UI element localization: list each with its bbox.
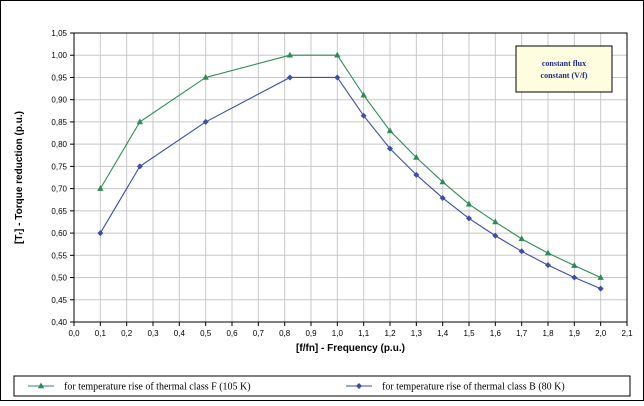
x-tick-label: 0,9 [305,329,317,338]
legend-label: for temperature rise of thermal class F … [64,382,251,393]
x-tick-label: 1,1 [358,329,370,338]
y-tick-label: 0,65 [51,207,67,216]
data-point [571,262,578,268]
x-axis-title: [f/fn] - Frequency (p.u.) [296,343,405,354]
data-point [413,153,420,160]
data-point [492,218,499,225]
data-point [97,185,104,191]
series-layer [97,51,604,292]
data-point [202,73,209,80]
x-tick-label: 1,4 [437,329,449,338]
data-point [202,118,209,125]
x-tick-label: 0,4 [174,329,186,338]
y-tick-label: 0,90 [51,96,67,105]
series-1 [97,51,604,280]
legend-frame [13,375,631,397]
data-point [360,91,367,98]
data-point [387,145,393,152]
x-tick-label: 1,7 [516,329,528,338]
data-point [518,248,525,255]
x-tick-label: 1,2 [384,329,396,338]
y-axis: 0,40 0,45 0,50 0,55 0,60 0,65 0,70 0,75 0,80 0,85… [51,29,74,327]
x-tick-label: 1,6 [490,329,502,338]
data-point [439,194,446,201]
data-point [286,74,293,81]
y-tick-label: 1,00 [51,51,67,60]
data-point [413,171,420,178]
x-tick-label: 0,5 [200,329,212,338]
y-tick-label: 0,55 [51,251,67,260]
legend: for temperature rise of thermal class F … [13,375,631,397]
annotation-line-2: constant (V/f) [541,71,588,80]
data-point [571,274,578,281]
data-point [136,118,144,125]
y-tick-label: 0,60 [51,229,67,238]
annotation-frame [515,45,613,93]
y-tick-label: 1,05 [51,29,67,38]
data-point [334,51,341,58]
y-axis-title: [Tᵣ] - Torque reduction (p.u.) [14,111,25,244]
y-tick-label: 0,50 [51,274,67,283]
data-point [544,249,552,256]
legend-entry-1: for temperature rise of thermal class F … [28,382,251,393]
y-tick-label: 0,75 [51,162,67,171]
x-tick-label: 0,6 [226,329,238,338]
data-point [439,178,446,185]
data-point [136,163,143,170]
x-tick-label: 1,0 [332,329,344,338]
x-tick-label: 1,8 [542,329,554,338]
annotation-box: constant flux constant (V/f) [515,45,613,93]
x-axis: 0,0 0,1 0,2 0,3 0,4 0,5 0,6 0,7 0,8 0,9 1,0 1,1 1,2 1… [68,322,633,338]
data-point [466,215,472,222]
y-tick-label: 0,45 [51,296,67,305]
data-point [597,285,604,292]
x-tick-label: 0,8 [279,329,291,338]
x-tick-label: 0,1 [95,329,107,338]
y-tick-label: 0,80 [51,140,67,149]
x-tick-label: 2,1 [621,329,633,338]
legend-label: for temperature rise of thermal class B … [382,382,565,393]
y-tick-label: 0,40 [51,318,67,327]
data-point [356,383,362,389]
x-tick-label: 0,0 [68,329,80,338]
y-tick-label: 0,85 [51,118,67,127]
plot-area [73,32,628,323]
data-point [492,232,499,239]
x-tick-label: 0,7 [253,329,265,338]
data-point [597,274,604,280]
data-point [97,230,104,237]
x-tick-label: 0,3 [147,329,159,338]
y-tick-label: 0,95 [51,73,67,82]
legend-entry-2: for temperature rise of thermal class B … [346,382,565,393]
data-point [334,74,341,81]
data-point [465,200,473,207]
data-point [360,112,367,119]
y-tick-label: 0,70 [51,185,67,194]
data-point [37,382,45,389]
data-point [386,127,394,134]
x-tick-label: 1,3 [411,329,423,338]
series-2 [97,74,604,292]
annotation-line-1: constant flux [542,59,586,68]
data-point [286,51,294,58]
x-tick-label: 0,2 [121,329,133,338]
x-tick-label: 2,0 [595,329,607,338]
x-tick-label: 1,9 [569,329,581,338]
data-point [518,235,525,242]
data-point [545,262,551,269]
x-tick-label: 1,5 [463,329,475,338]
